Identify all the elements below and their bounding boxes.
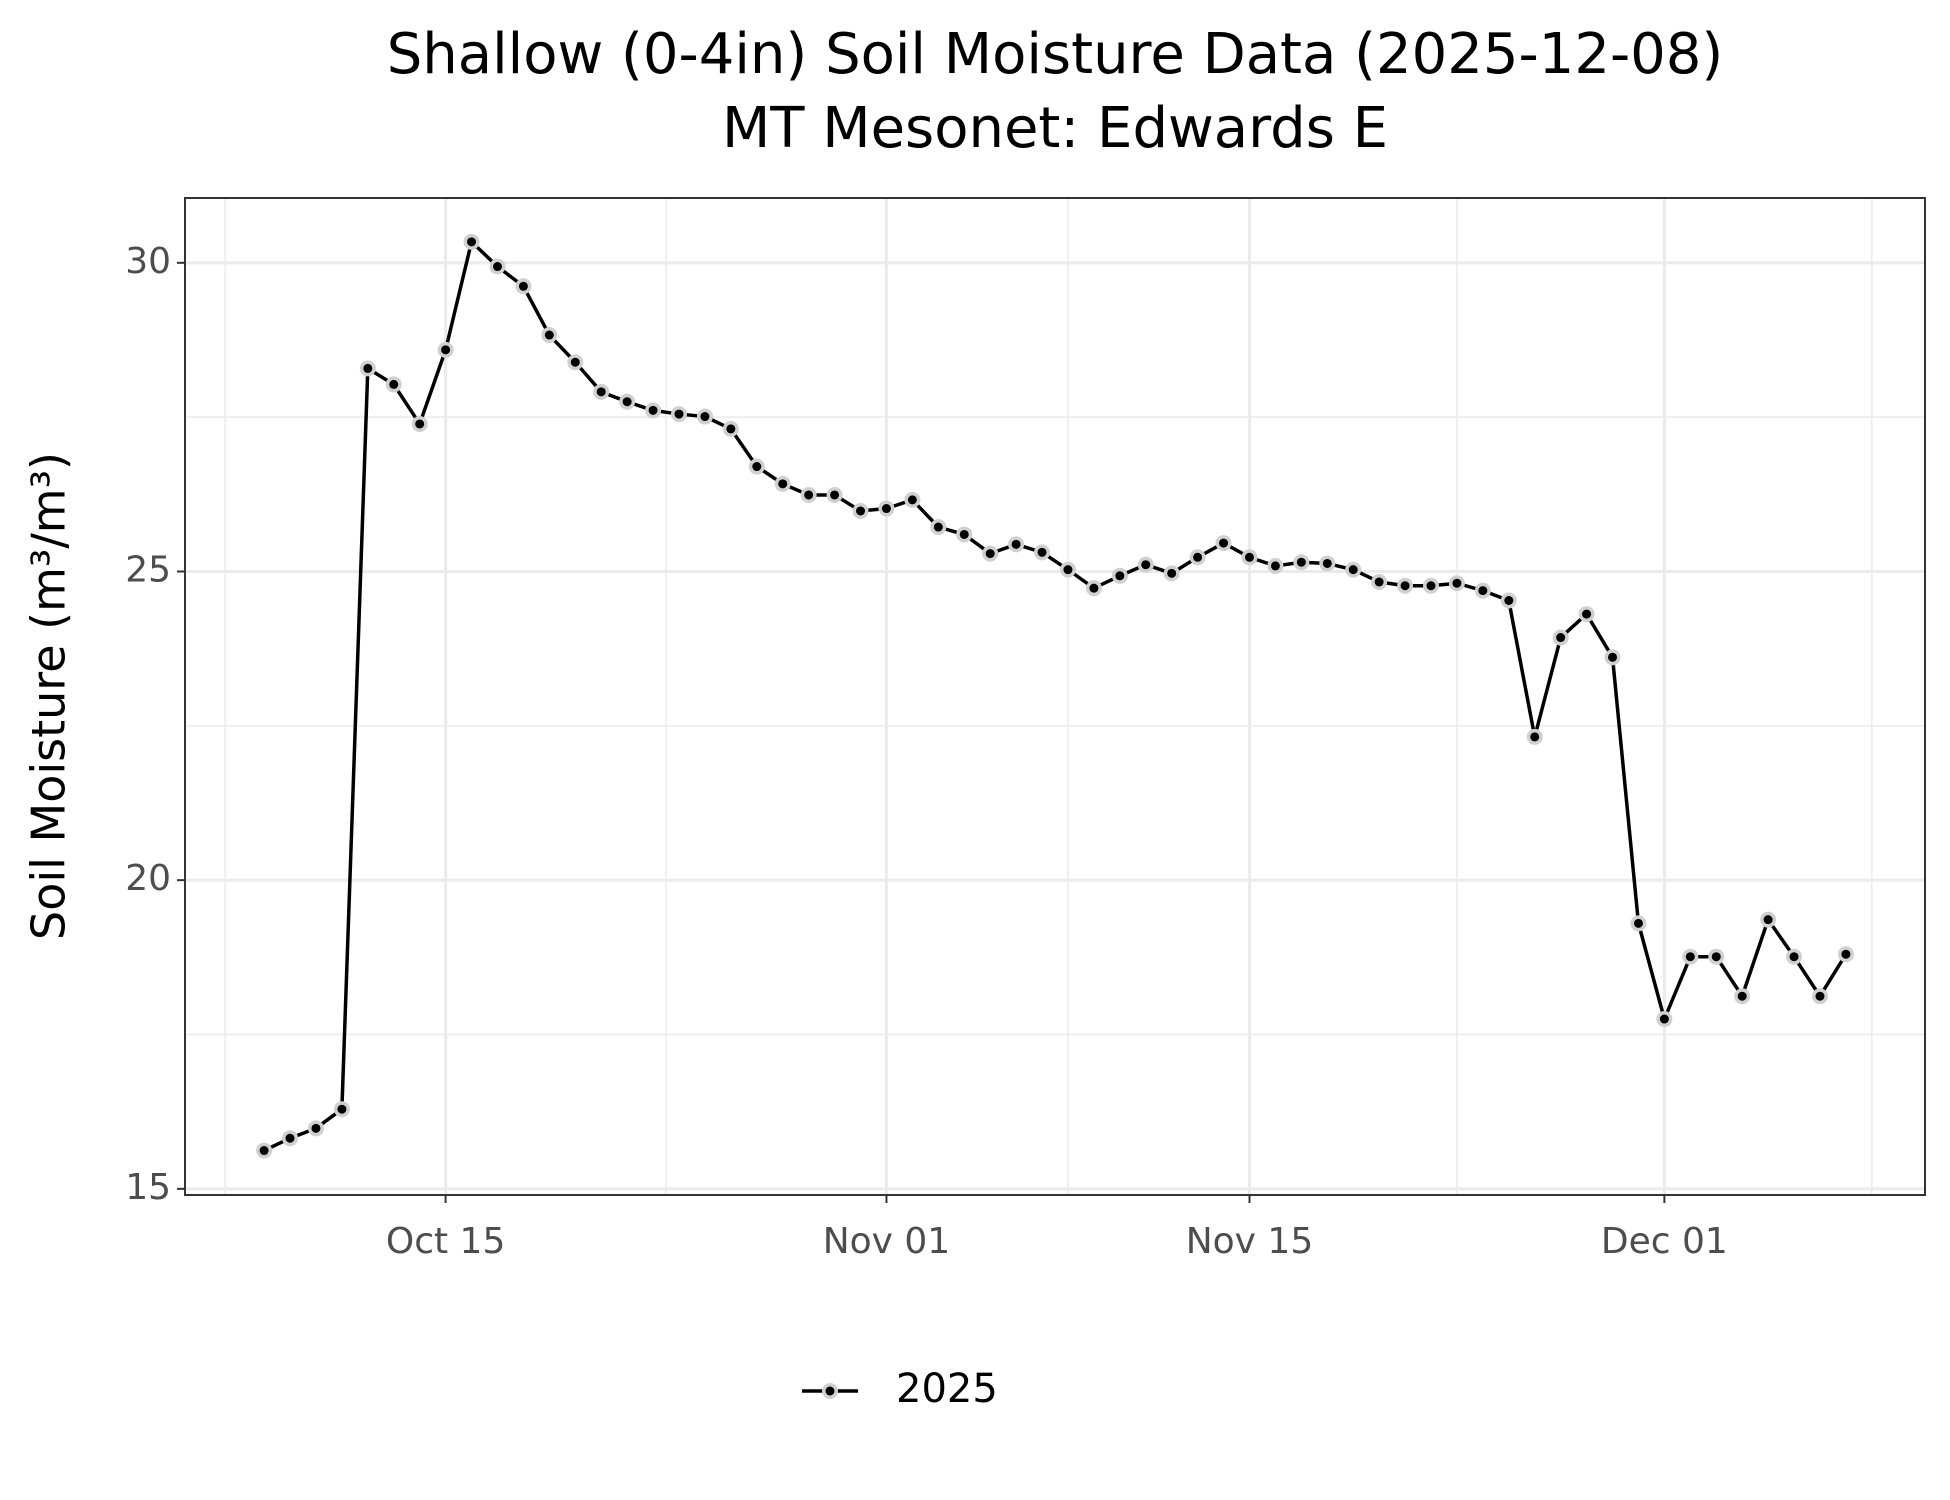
point (1478, 586, 1488, 596)
point (881, 504, 891, 514)
point (959, 529, 969, 539)
legend-label: 2025 (896, 1366, 998, 1412)
y-tick-label: 30 (125, 241, 171, 282)
point (1141, 560, 1151, 570)
point (1374, 577, 1384, 587)
point (1763, 915, 1773, 925)
point (311, 1123, 321, 1133)
point (1400, 581, 1410, 591)
point (1737, 991, 1747, 1001)
point (441, 345, 451, 355)
point (1193, 552, 1203, 562)
x-tick-label: Nov 01 (823, 1221, 951, 1262)
point (1582, 609, 1592, 619)
point (259, 1146, 269, 1156)
point (363, 363, 373, 373)
point (907, 495, 917, 505)
x-tick-label: Dec 01 (1601, 1221, 1728, 1262)
point (1115, 571, 1125, 581)
point (1841, 949, 1851, 959)
point (1219, 538, 1229, 548)
point (1426, 581, 1436, 591)
point (337, 1104, 347, 1114)
point (700, 412, 710, 422)
point (1659, 1014, 1669, 1024)
point (285, 1133, 295, 1143)
point (804, 490, 814, 500)
point (596, 387, 606, 397)
y-tick-label: 25 (125, 549, 171, 590)
x-tick-label: Nov 15 (1186, 1221, 1314, 1262)
point (570, 357, 580, 367)
point (415, 419, 425, 429)
point (1815, 991, 1825, 1001)
point (1322, 558, 1332, 568)
point (1556, 633, 1566, 643)
chart-title: Shallow (0-4in) Soil Moisture Data (2025… (387, 22, 1724, 87)
point (467, 237, 477, 247)
point (1167, 568, 1177, 578)
point (1270, 561, 1280, 571)
point (856, 506, 866, 516)
point (1037, 547, 1047, 557)
point (1685, 952, 1695, 962)
point (985, 549, 995, 559)
point (778, 479, 788, 489)
point (1011, 539, 1021, 549)
point (1789, 952, 1799, 962)
point (1089, 583, 1099, 593)
point (752, 462, 762, 472)
y-tick-label: 20 (125, 858, 171, 899)
chart-subtitle: MT Mesonet: Edwards E (722, 96, 1388, 161)
point (830, 490, 840, 500)
point (1063, 565, 1073, 575)
y-axis-label: Soil Moisture (m³/m³) (22, 452, 76, 940)
point (544, 330, 554, 340)
point (674, 409, 684, 419)
point (1452, 578, 1462, 588)
point (1504, 596, 1514, 606)
x-tick-label: Oct 15 (386, 1221, 506, 1262)
point (389, 379, 399, 389)
y-tick-label: 15 (125, 1167, 171, 1208)
plot-border (184, 197, 1926, 1196)
point (726, 424, 736, 434)
point (1608, 652, 1618, 662)
point (1633, 918, 1643, 928)
point (1711, 952, 1721, 962)
point (1244, 552, 1254, 562)
point (622, 397, 632, 407)
point (518, 281, 528, 291)
point (933, 522, 943, 532)
legend-marker (825, 1386, 835, 1396)
point (1296, 557, 1306, 567)
point (1348, 565, 1358, 575)
point (1530, 732, 1540, 742)
point (648, 405, 658, 415)
point (492, 262, 502, 272)
